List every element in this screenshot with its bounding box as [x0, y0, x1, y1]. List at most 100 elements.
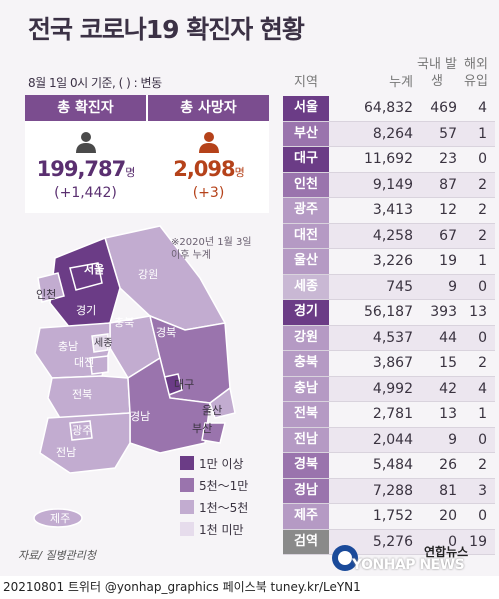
region-jeonnam [39, 412, 131, 474]
region-cell: 경남 [283, 478, 329, 503]
table-row: 대전 4,258 67 2 [283, 223, 495, 249]
table-row: 제주 1,752 20 0 [283, 504, 495, 530]
total-cell: 2,044 [372, 431, 413, 448]
map-label: 광주 [72, 424, 92, 437]
table-header: 지역 누계 국내 발생 해외 유입 [283, 26, 495, 96]
region-busan [201, 422, 226, 444]
total-cell: 3,867 [372, 355, 413, 371]
region-cell: 전북 [283, 402, 329, 427]
region-cell: 대전 [283, 223, 329, 248]
table-row: 대구 11,692 23 0 [283, 147, 495, 173]
col-header: 지역 [294, 75, 318, 90]
logo-en: YONHAP NEWS [352, 557, 465, 573]
imported-cell: 4 [478, 100, 487, 116]
domestic-cell: 23 [439, 151, 457, 167]
deaths-value: 2,098명 [173, 157, 245, 181]
confirmed-delta: (+1,442) [54, 185, 117, 201]
total-cell: 64,832 [364, 100, 413, 116]
page-title: 전국 코로나19 확진자 현황 [28, 15, 305, 44]
imported-cell: 2 [478, 355, 487, 371]
domestic-cell: 19 [439, 253, 457, 269]
domestic-cell: 13 [439, 406, 457, 422]
table-row: 경기 56,187 393 13 [283, 300, 495, 326]
deaths-delta: (+3) [192, 185, 225, 201]
yonhap-logo-icon [332, 545, 358, 571]
domestic-cell: 67 [439, 227, 457, 244]
region-cell: 강원 [283, 325, 329, 350]
map-label: 전남 [56, 446, 76, 459]
summary-cards: 총 확진자 199,787명 (+1,442) 총 사망자 2,098명 (+3… [25, 95, 269, 213]
total-cell: 8,264 [372, 125, 413, 142]
imported-cell: 4 [478, 380, 487, 397]
domestic-cell: 87 [439, 176, 457, 193]
domestic-cell: 393 [430, 304, 457, 320]
total-cell: 11,692 [364, 151, 413, 167]
domestic-cell: 9 [448, 278, 457, 295]
deaths-label: 총 사망자 [148, 95, 269, 121]
total-cell: 1,752 [372, 508, 413, 524]
domestic-cell: 20 [439, 508, 457, 524]
region-cell: 제주 [283, 504, 329, 529]
imported-cell: 2 [478, 457, 487, 473]
col-header: 국내 발생 [416, 57, 457, 89]
domestic-cell: 15 [439, 355, 457, 371]
deaths-card: 총 사망자 2,098명 (+3) [148, 95, 269, 213]
domestic-cell: 42 [439, 380, 457, 397]
col-header: 누계 [389, 75, 413, 90]
total-cell: 9,149 [372, 176, 413, 193]
table-row: 충북 3,867 15 2 [283, 351, 495, 377]
total-cell: 745 [386, 278, 413, 295]
map-label: 경북 [156, 326, 176, 339]
table-row: 전북 2,781 13 1 [283, 402, 495, 428]
region-cell: 세종 [283, 274, 329, 299]
total-cell: 7,288 [372, 482, 413, 499]
region-cell: 울산 [283, 249, 329, 274]
region-cell: 대구 [283, 147, 329, 172]
confirmed-card: 총 확진자 199,787명 (+1,442) [25, 95, 146, 213]
table-row: 부산 8,264 57 1 [283, 121, 495, 147]
imported-cell: 0 [478, 431, 487, 448]
table-row: 강원 4,537 44 0 [283, 325, 495, 351]
map-label: 경남 [130, 410, 150, 423]
imported-cell: 0 [478, 508, 487, 524]
legend-swatch [180, 522, 194, 536]
subtitle: 8월 1일 0시 기준, ( ) : 변동 [28, 76, 162, 90]
total-cell: 3,226 [372, 253, 413, 269]
domestic-cell: 469 [430, 100, 457, 116]
map-note: ※2020년 1월 3일 이후 누계 [171, 237, 252, 261]
region-ulsan [209, 386, 236, 419]
total-cell: 2,781 [372, 406, 413, 422]
total-cell: 4,537 [372, 329, 413, 346]
map-label: 충남 [58, 340, 78, 353]
imported-cell: 0 [478, 329, 487, 346]
legend: 1만 이상 5천～1만 1천～5천 1천 미만 [180, 452, 248, 540]
imported-cell: 1 [478, 253, 487, 269]
korea-map: 서울 인천 경기 강원 충북 세종 충남 대전 경북 대구 전북 경남 울산 광… [33, 225, 236, 528]
table-row: 충남 4,992 42 4 [283, 376, 495, 402]
map-label: 세종 [94, 337, 112, 349]
footer: 20210801 트위터 @yonhap_graphics 페이스북 tuney… [0, 576, 499, 599]
region-cell: 경기 [283, 300, 329, 325]
domestic-cell: 0 [448, 533, 457, 550]
map-label: 대전 [74, 356, 94, 369]
imported-cell: 1 [478, 125, 487, 142]
legend-swatch [180, 500, 194, 514]
map-label: 전북 [72, 388, 92, 401]
total-cell: 4,992 [372, 380, 413, 397]
domestic-cell: 57 [439, 125, 457, 142]
table-row: 세종 745 9 0 [283, 274, 495, 300]
domestic-cell: 26 [439, 457, 457, 473]
region-incheon [37, 272, 65, 303]
region-jeju [33, 508, 83, 528]
imported-cell: 2 [478, 176, 487, 193]
domestic-cell: 81 [439, 482, 457, 499]
map-label: 충북 [114, 316, 134, 329]
region-sejong [91, 333, 109, 353]
imported-cell: 2 [478, 227, 487, 244]
total-cell: 56,187 [364, 304, 413, 320]
map-label: 대구 [174, 378, 194, 391]
table-row: 광주 3,413 12 2 [283, 198, 495, 224]
region-cell: 경북 [283, 453, 329, 478]
map-label: 제주 [50, 512, 70, 525]
region-cell: 인천 [283, 172, 329, 197]
